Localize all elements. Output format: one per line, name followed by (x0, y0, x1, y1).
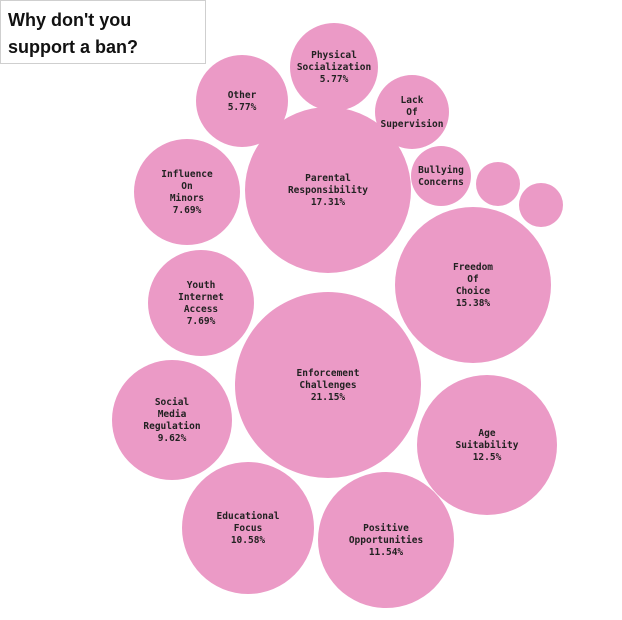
bubble-value: 17.31% (311, 197, 346, 208)
bubble-value: 9.62% (158, 433, 187, 444)
chart-title-line-1: Why don't you (8, 10, 132, 30)
bubble-circle (182, 462, 314, 594)
chart-title-line-2: support a ban? (8, 37, 138, 57)
bubble-circle (245, 107, 411, 273)
bubble-label: Youth (187, 280, 216, 291)
bubble-label: Access (184, 304, 218, 315)
bubble-circle (235, 292, 421, 478)
bubble (519, 183, 563, 227)
bubble-label: Influence (161, 169, 213, 180)
bubble-label: Of (406, 107, 418, 118)
bubble-label: Focus (234, 523, 263, 534)
bubble-circle (519, 183, 563, 227)
bubble-label: Lack (401, 95, 424, 106)
bubble-label: Socialization (297, 62, 371, 73)
bubble-label: Challenges (299, 380, 356, 391)
bubble-label: Responsibility (288, 185, 368, 196)
bubble-value: 7.69% (173, 205, 202, 216)
bubble-label: Educational (217, 511, 280, 522)
bubble-value: 5.77% (228, 102, 257, 113)
bubble-circle (411, 146, 471, 206)
bubble-circle (375, 75, 449, 149)
bubble-circle (196, 55, 288, 147)
bubble-value: 5.77% (320, 74, 349, 85)
bubble-label: Suitability (456, 440, 519, 451)
bubble-label: Bullying (418, 165, 464, 176)
bubble-label: Freedom (453, 262, 493, 273)
bubble-label: Minors (170, 193, 204, 204)
bubble-circle (318, 472, 454, 608)
bubble-label: Positive (363, 523, 409, 534)
bubble-value: 21.15% (311, 392, 346, 403)
bubble-label: Choice (456, 286, 491, 297)
bubble-circle (395, 207, 551, 363)
bubble-label: Other (228, 90, 257, 101)
bubble-circle (290, 23, 378, 111)
bubble-label: Regulation (143, 421, 200, 432)
bubble-label: Of (467, 274, 479, 285)
bubble-label: Concerns (418, 177, 464, 188)
bubble-label: On (181, 181, 192, 192)
bubble-value: 10.58% (231, 535, 266, 546)
bubble-label: Opportunities (349, 535, 423, 546)
bubble-value: 11.54% (369, 547, 404, 558)
bubble (476, 162, 520, 206)
bubble-circle (476, 162, 520, 206)
bubble-label: Social (155, 397, 190, 408)
chart-title: Why don't you support a ban? (0, 0, 206, 64)
bubble-circle (134, 139, 240, 245)
bubble-label: Internet (178, 292, 224, 303)
bubble-value: 15.38% (456, 298, 491, 309)
bubble-label: Physical (311, 50, 357, 61)
bubble-circle (112, 360, 232, 480)
bubble-label: Supervision (381, 119, 444, 130)
bubble-value: 12.5% (473, 452, 502, 463)
bubble-label: Media (158, 409, 187, 420)
bubble-label: Age (478, 428, 495, 439)
bubble-label: Enforcement (297, 368, 360, 379)
bubble-circle (417, 375, 557, 515)
bubble-value: 7.69% (187, 316, 216, 327)
bubble-circle (148, 250, 254, 356)
bubble-label: Parental (305, 173, 351, 184)
